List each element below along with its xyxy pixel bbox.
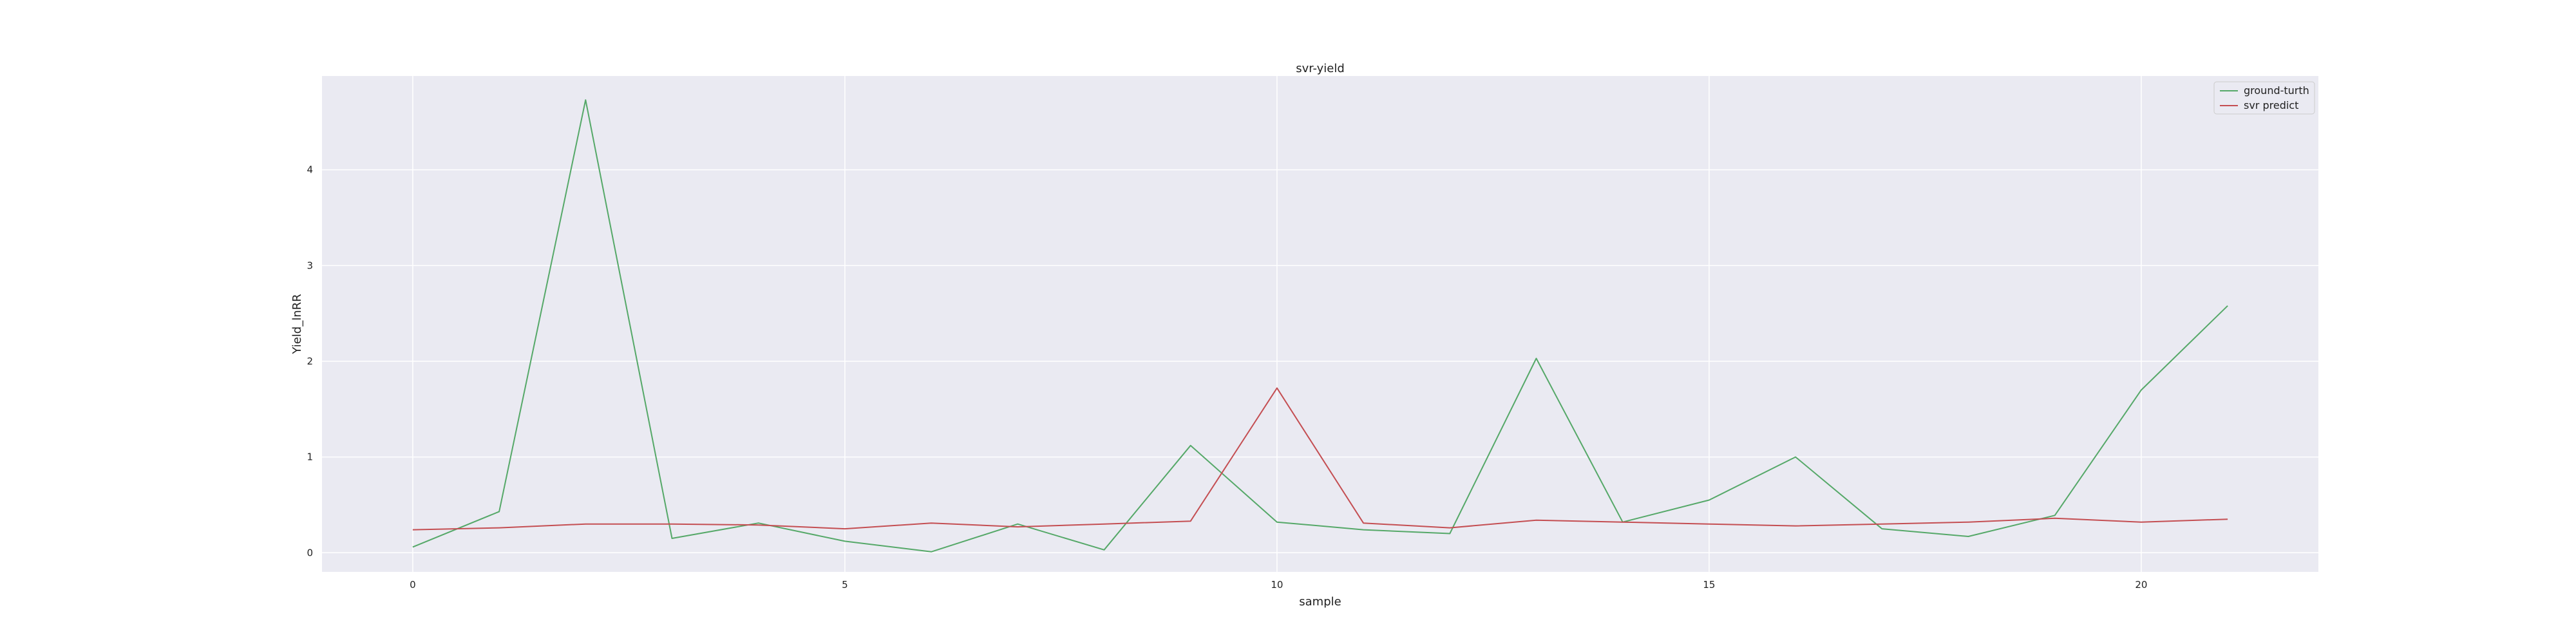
y-tick-label: 3 [307,260,313,271]
legend-label-ground-turth: ground-turth [2244,84,2309,97]
x-tick-label: 0 [410,579,416,591]
y-tick-label: 2 [307,355,313,367]
x-tick-label: 15 [1703,579,1715,591]
series-line-svr-predict [412,387,2228,531]
legend-label-svr-predict: svr predict [2244,99,2298,111]
x-tick-label: 20 [2135,579,2147,591]
y-axis-label: Yield_lnRR [290,294,304,354]
grid [322,76,2318,572]
y-tick-label: 4 [307,164,313,176]
x-tick-label: 5 [842,579,848,591]
series-line-ground-turth [412,99,2228,553]
y-tick-labels: 0 1 2 3 4 [307,164,313,559]
x-tick-label: 10 [1271,579,1283,591]
x-axis-label: sample [1299,595,1341,609]
x-tick-labels: 0 5 10 15 20 [410,579,2147,591]
plot-area [322,76,2318,572]
y-tick-label: 0 [307,547,313,558]
chart-title: svr-yield [1296,62,1345,75]
y-tick-label: 1 [307,451,313,463]
legend-box [2213,81,2315,115]
legend: ground-turth svr predict [2213,81,2315,115]
series-layer [412,99,2228,553]
